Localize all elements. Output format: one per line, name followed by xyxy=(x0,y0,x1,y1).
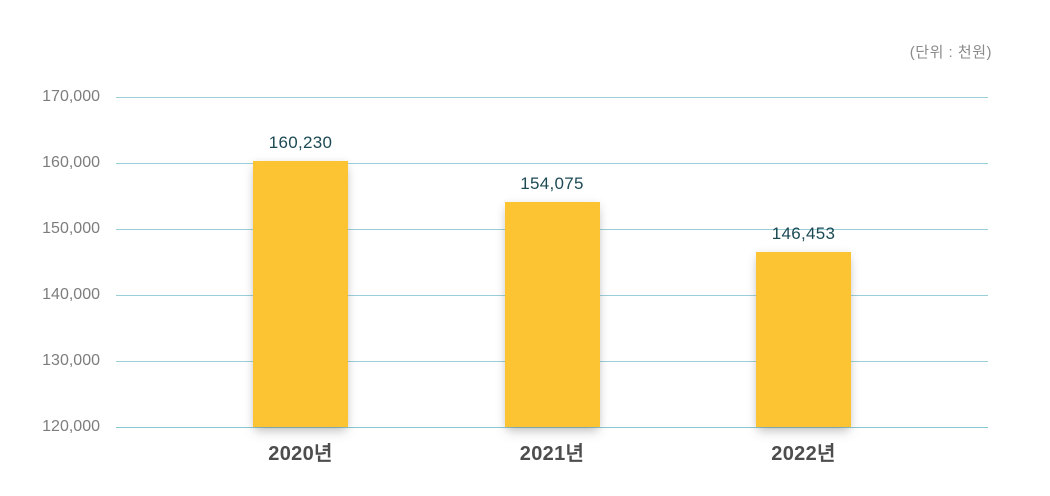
gridline xyxy=(116,427,988,428)
plot-area: 160,230 154,075 146,453 xyxy=(116,97,988,428)
x-tick-label: 2021년 xyxy=(519,443,585,465)
bar-2020년 xyxy=(253,161,348,427)
bar-value-label: 154,075 xyxy=(520,174,584,194)
gridline xyxy=(116,97,988,98)
x-tick-label: 2020년 xyxy=(268,443,333,465)
bar-2022년 xyxy=(756,252,851,427)
x-tick-label: 2022년 xyxy=(771,443,836,465)
bar-2021년 xyxy=(504,202,600,427)
gridline xyxy=(116,163,988,164)
bar-value-label: 146,453 xyxy=(771,224,836,244)
y-tick-label: 130,000 xyxy=(42,352,100,369)
y-tick-label: 150,000 xyxy=(42,220,100,237)
unit-label: (단위 : 천원) xyxy=(909,44,992,61)
y-tick-label: 120,000 xyxy=(42,418,100,435)
y-tick-label: 140,000 xyxy=(42,286,100,303)
y-tick-label: 160,000 xyxy=(42,154,100,171)
bar-value-label: 160,230 xyxy=(268,133,333,153)
y-tick-label: 170,000 xyxy=(42,88,100,105)
